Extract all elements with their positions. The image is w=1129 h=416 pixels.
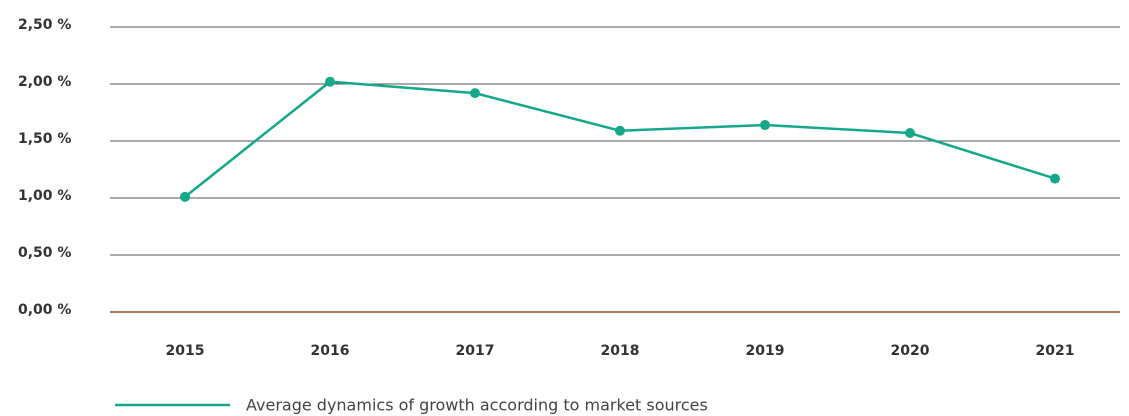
point — [1050, 173, 1060, 184]
x-tick-label: 2016 — [311, 343, 350, 359]
x-tick-label: 2015 — [166, 343, 205, 359]
line — [184, 80, 1056, 198]
point — [760, 120, 770, 131]
y-tick-label: 2,50 % — [18, 17, 71, 33]
point — [470, 88, 480, 99]
y-tick-label: 1,50 % — [18, 131, 71, 147]
point — [325, 76, 335, 87]
point — [615, 125, 625, 136]
x-tick-label: 2019 — [746, 343, 785, 359]
point — [180, 191, 190, 202]
y-tick-label: 0,50 % — [18, 245, 71, 261]
x-tick-label: 2020 — [891, 343, 930, 359]
x-tick-label: 2018 — [601, 343, 640, 359]
point — [905, 128, 915, 139]
y-tick-label: 1,00 % — [18, 188, 71, 204]
legend-label: Average dynamics of growth according to … — [246, 396, 708, 415]
y-tick-label: 0,00 % — [18, 302, 71, 318]
y-tick-label: 2,00 % — [18, 74, 71, 90]
x-tick-label: 2021 — [1036, 343, 1075, 359]
x-tick-label: 2017 — [456, 343, 495, 359]
